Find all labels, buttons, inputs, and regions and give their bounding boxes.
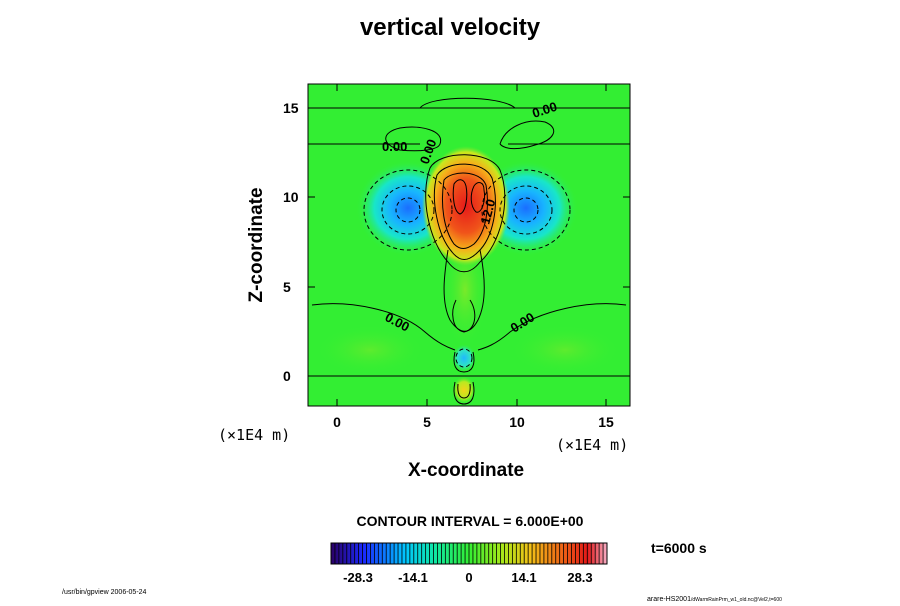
time-label: t=6000 s xyxy=(651,540,707,556)
x-tick-label: 0 xyxy=(333,414,341,430)
updraft-core xyxy=(422,146,510,266)
negative-contours xyxy=(363,169,571,368)
chart-title: vertical velocity xyxy=(359,14,541,41)
x-tick-label: 5 xyxy=(423,414,431,430)
contour-label: 0.00 xyxy=(530,99,559,121)
y-tick-label: 15 xyxy=(283,100,299,116)
y-tick-label: 5 xyxy=(283,279,291,295)
contour-interval-text: CONTOUR INTERVAL = 6.000E+00 xyxy=(356,513,584,529)
footer-right: arare-HS2001/dWarmRainPrm_w1_old.nc@Vel2… xyxy=(647,588,782,606)
footer-right-small: /dWarmRainPrm_w1_old.nc@Vel2,t=600 xyxy=(690,597,782,603)
colorbar-tick-label: -14.1 xyxy=(398,570,428,585)
plot-frame xyxy=(307,83,631,407)
downdraft-low xyxy=(452,344,476,372)
y-unit-label: (×1E4 m) xyxy=(218,426,291,444)
colorbar-tick-label: 0 xyxy=(465,570,473,585)
x-tick-label: 15 xyxy=(598,414,614,430)
colorbar-tick-label: -28.3 xyxy=(343,570,373,585)
y-axis-label: Z-coordinate xyxy=(246,187,267,303)
colorbar-tick-label: 14.1 xyxy=(511,570,537,585)
velocity-field xyxy=(308,97,630,405)
colorbar-tick-label: 28.3 xyxy=(567,570,593,585)
axis-ticks xyxy=(308,84,630,406)
updraft-low xyxy=(452,376,476,404)
contour-label: 12.0 xyxy=(477,197,498,225)
x-unit-label: (×1E4 m) xyxy=(556,436,629,454)
y-tick-label: 10 xyxy=(283,189,299,205)
x-axis-label: X-coordinate xyxy=(408,460,525,481)
y-tick-label: 0 xyxy=(283,368,291,384)
footer-left: /usr/bin/gpview 2006-05-24 xyxy=(62,589,147,596)
colorbar xyxy=(330,542,608,565)
contour-lines xyxy=(308,97,630,405)
contour-label: 0.00 xyxy=(382,139,407,154)
x-tick-label: 10 xyxy=(509,414,525,430)
